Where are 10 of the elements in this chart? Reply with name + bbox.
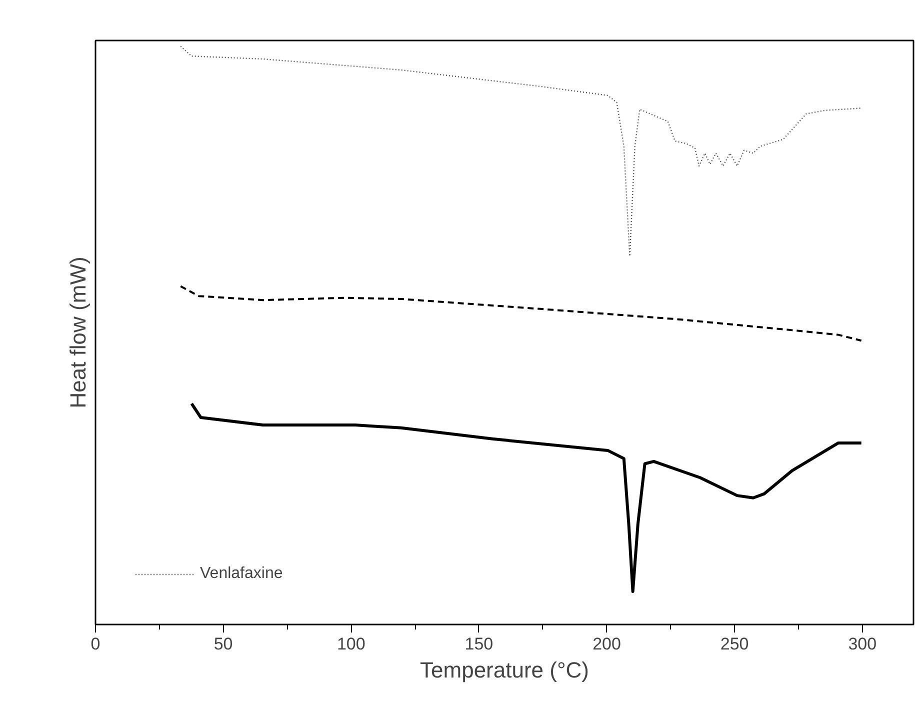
x-tick-label: 200	[592, 634, 621, 654]
x-tick-label: 50	[214, 634, 233, 654]
x-axis-title: Temperature (°C)	[420, 658, 589, 682]
x-tick-label: 300	[848, 634, 877, 654]
x-tick-label: 250	[720, 634, 749, 654]
y-axis-title: Heat flow (mW)	[66, 256, 90, 408]
x-tick-label: 100	[336, 634, 366, 654]
x-tick-label: 150	[464, 634, 494, 654]
x-tick-label: 0	[90, 634, 100, 654]
legend-label: Venlafaxine	[200, 565, 283, 583]
